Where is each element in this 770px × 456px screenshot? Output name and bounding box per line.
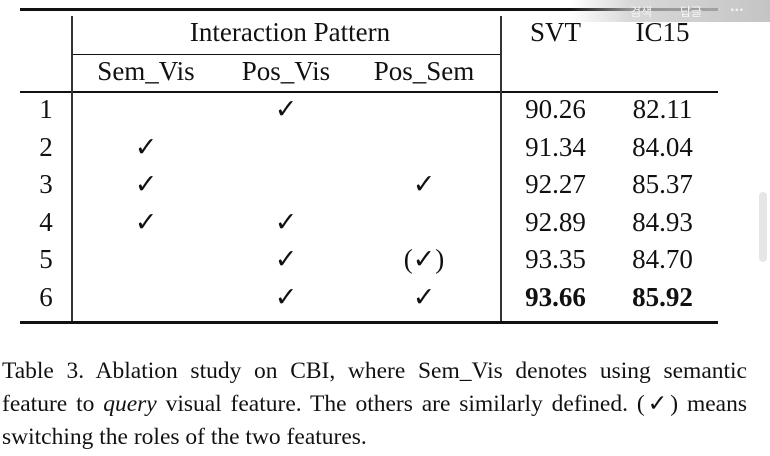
toolbar-item-search[interactable]: 검색 [630, 5, 653, 19]
header-mid-rule [72, 54, 500, 55]
svt-header: SVT [529, 17, 581, 47]
cell-svt: 92.27 [525, 169, 586, 199]
cell-pos-vis: ✓ [274, 244, 298, 274]
cell-pos-sem: (✓) [403, 244, 445, 274]
cell-ic15: 84.70 [632, 244, 693, 274]
cell-pos-vis: ✓ [274, 281, 298, 312]
cell-sem-vis: ✓ [134, 131, 158, 162]
bottom-rule [20, 321, 718, 324]
metrics-divider [500, 16, 502, 321]
toolbar-item-reply[interactable]: 답글 [680, 5, 703, 19]
cell-id: 1 [39, 94, 53, 124]
top-rule [20, 8, 718, 11]
pos-sem-header: Pos_Sem [373, 56, 475, 86]
caption-part1: Table 3. Ablation study on CBI, where Se… [2, 358, 747, 417]
floating-toolbar: 검색 답글 ··· [570, 0, 770, 22]
pos-vis-header: Pos_Vis [241, 56, 331, 86]
cell-pos-sem: ✓ [412, 281, 436, 312]
interaction-pattern-header: Interaction Pattern [189, 17, 391, 47]
cell-pos-vis: ✓ [274, 94, 298, 124]
header-bottom-rule [20, 91, 718, 93]
cell-pos-vis: ✓ [274, 206, 298, 237]
cell-sem-vis: ✓ [134, 206, 158, 237]
cell-svt: 91.34 [525, 131, 586, 162]
cell-svt: 93.35 [525, 244, 586, 274]
cell-id: 4 [39, 206, 53, 237]
cell-ic15: 85.37 [632, 169, 693, 199]
caption-part2: visual feature. The others are similarly… [2, 391, 747, 450]
cell-svt: 92.89 [525, 206, 586, 237]
cell-ic15: 85.92 [632, 281, 693, 312]
cell-pos-sem: ✓ [412, 169, 436, 199]
sem-vis-header: Sem_Vis [97, 56, 195, 86]
cell-ic15: 82.11 [632, 94, 693, 124]
cell-svt: 90.26 [525, 94, 586, 124]
cell-svt: 93.66 [525, 281, 586, 312]
more-options-icon[interactable]: ··· [730, 3, 744, 17]
table-caption: Table 3. Ablation study on CBI, where Se… [2, 355, 747, 454]
scrollbar-thumb[interactable] [759, 192, 767, 262]
row-id-divider [71, 16, 73, 321]
cell-id: 6 [39, 281, 53, 312]
caption-emphasis: query [103, 391, 157, 417]
cell-id: 5 [39, 244, 53, 274]
cell-ic15: 84.93 [632, 206, 693, 237]
cell-sem-vis: ✓ [134, 169, 158, 199]
cell-ic15: 84.04 [632, 131, 693, 162]
ic15-header: IC15 [635, 17, 690, 47]
cell-id: 3 [39, 169, 53, 199]
cell-id: 2 [39, 131, 53, 162]
